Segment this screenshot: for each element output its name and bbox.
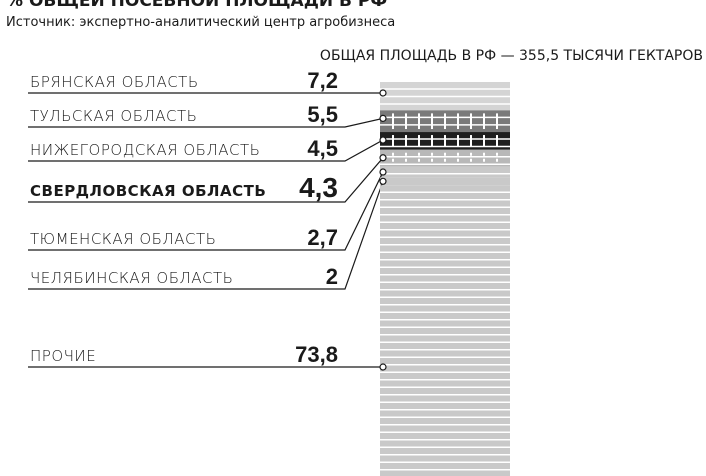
category-label: ЧЕЛЯБИНСКАЯ ОБЛАСТЬ	[30, 269, 233, 287]
leader-dot	[379, 136, 387, 144]
source: Источник: экспертно-аналитический центр …	[6, 15, 395, 30]
chart-title: % ОБЩЕЙ ПОСЕВНОЙ ПЛОЩАДИ В РФ	[6, 0, 387, 11]
category-label: БРЯНСКАЯ ОБЛАСТЬ	[30, 73, 199, 91]
leader	[28, 117, 384, 128]
leader-dot	[379, 177, 387, 185]
total-label: ОБЩАЯ ПЛОЩАДЬ В РФ — 355,5 ТЫСЯЧИ ГЕКТАР…	[320, 48, 703, 64]
value-label: 73,8	[295, 342, 338, 367]
segment	[380, 177, 510, 186]
category-label: ТУЛЬСКАЯ ОБЛАСТЬ	[30, 107, 197, 125]
value-label: 5,5	[307, 102, 338, 127]
leader-dot	[379, 89, 387, 97]
leader-dot	[379, 363, 387, 371]
category-label: ПРОЧИЕ	[30, 347, 96, 365]
leader	[28, 139, 384, 162]
segment	[380, 149, 510, 167]
value-label: 2	[326, 264, 338, 289]
category-label: ТЮМЕНСКАЯ ОБЛАСТЬ	[30, 230, 216, 248]
value-label: 4,3	[299, 172, 338, 203]
category-label: СВЕРДЛОВСКАЯ ОБЛАСТЬ	[30, 182, 266, 200]
leader	[28, 157, 384, 203]
leader-dot	[379, 168, 387, 176]
leader-dot	[379, 154, 387, 162]
leader	[28, 181, 384, 290]
segment	[380, 166, 510, 178]
value-label: 4,5	[307, 136, 338, 161]
leader-dot	[379, 114, 387, 122]
leader	[28, 171, 384, 251]
value-label: 2,7	[307, 225, 338, 250]
segment	[380, 185, 510, 476]
category-label: НИЖЕГОРОДСКАЯ ОБЛАСТЬ	[30, 141, 260, 159]
value-label: 7,2	[307, 68, 338, 93]
